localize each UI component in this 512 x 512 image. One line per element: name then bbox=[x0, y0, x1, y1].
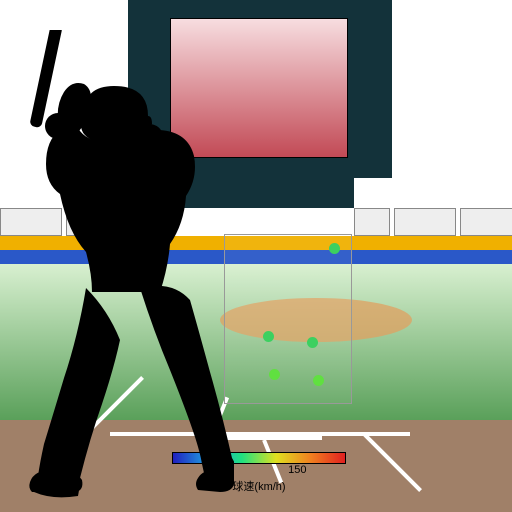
stands-block bbox=[460, 208, 512, 236]
pitch-marker bbox=[269, 369, 280, 380]
pitch-marker bbox=[329, 243, 340, 254]
stands-block bbox=[354, 208, 390, 236]
legend-tick: 150 bbox=[288, 464, 306, 476]
stands-block bbox=[394, 208, 456, 236]
pitch-marker bbox=[263, 331, 274, 342]
strike-zone bbox=[224, 234, 352, 404]
pitch-marker bbox=[307, 337, 318, 348]
pitch-marker bbox=[313, 375, 324, 386]
pitch-location-chart: 100150 球速(km/h) bbox=[0, 0, 512, 512]
batter-silhouette bbox=[0, 30, 234, 500]
